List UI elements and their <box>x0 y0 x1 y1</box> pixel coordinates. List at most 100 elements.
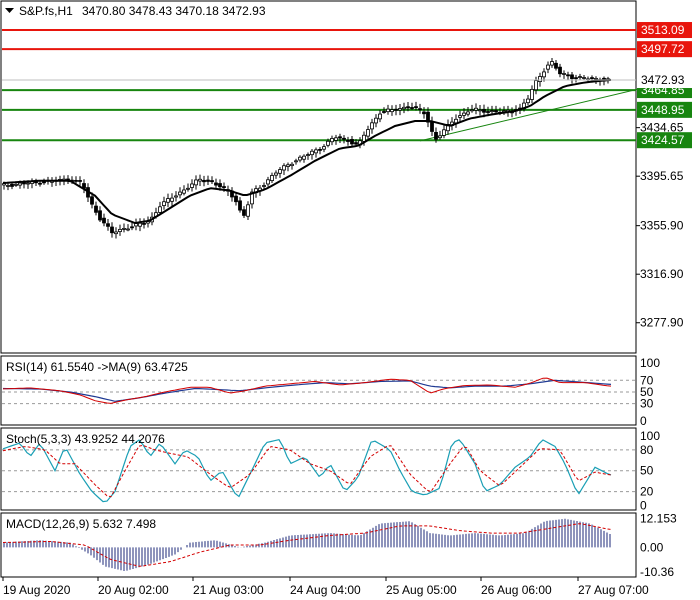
candle-body <box>382 111 386 113</box>
candle-body <box>558 66 562 75</box>
level-label-box <box>637 132 692 149</box>
candle-body <box>162 201 166 206</box>
candle-body <box>374 117 378 124</box>
candle-body <box>362 134 366 142</box>
x-tick-label: 25 Aug 05:00 <box>386 583 457 597</box>
rsi-tick-label: 100 <box>640 356 660 370</box>
candle-body <box>138 222 142 227</box>
y-axis-labels-layer: 3395.65 3355.90 3316.90 3277.90 3434.65 3472.… <box>636 72 692 579</box>
candle-body <box>354 142 358 145</box>
candle-body <box>250 191 254 205</box>
candle-body <box>422 111 426 115</box>
candle-body <box>270 175 274 181</box>
macd-tick-label: -10.36 <box>640 565 674 579</box>
candle-body <box>458 115 462 118</box>
rsi-ma-line <box>2 379 612 402</box>
rsi-line <box>2 377 612 404</box>
candle-body <box>122 228 126 230</box>
candle-body <box>526 98 530 104</box>
candle-body <box>266 179 270 185</box>
candle-body <box>110 226 114 234</box>
candle-body <box>234 195 238 203</box>
stoch-tick-label: 50 <box>640 464 654 478</box>
candle-body <box>246 204 250 217</box>
candle-body <box>94 205 98 213</box>
candle-body <box>482 109 486 113</box>
candle-body <box>42 181 46 184</box>
candle-body <box>178 191 182 196</box>
candle-body <box>406 106 410 109</box>
candle-body <box>214 182 218 186</box>
candle-body <box>418 108 422 111</box>
candle-body <box>130 226 134 229</box>
candle-body <box>370 122 374 130</box>
candle-body <box>274 172 278 176</box>
candle-body <box>322 146 326 150</box>
macd-signal-line <box>2 523 612 567</box>
stoch-panel-frame <box>0 427 637 511</box>
triangle-down-icon <box>5 8 14 13</box>
candle-body <box>554 62 558 69</box>
candle-body <box>14 183 18 186</box>
candle-body <box>398 108 402 111</box>
candle-body <box>326 140 330 146</box>
stoch-tick-label: 20 <box>640 485 654 499</box>
candle-body <box>570 74 574 80</box>
rsi-panel-frame <box>0 355 637 426</box>
candle-body <box>106 223 110 227</box>
x-tick-label: 26 Aug 06:00 <box>481 583 552 597</box>
candle-body <box>118 228 122 232</box>
candle-body <box>490 110 494 113</box>
x-tick-label: 21 Aug 03:00 <box>193 583 264 597</box>
candle-body <box>22 182 26 185</box>
x-tick-label: 27 Aug 07:00 <box>578 583 649 597</box>
candle-body <box>174 195 178 198</box>
candle-body <box>98 210 102 221</box>
candle-body <box>494 110 498 113</box>
candle-body <box>486 111 490 113</box>
candle-body <box>566 74 570 77</box>
candle-body <box>366 129 370 137</box>
candle-body <box>462 112 466 116</box>
rsi-layer <box>2 377 636 405</box>
candle-body <box>390 109 394 113</box>
candle-body <box>442 129 446 136</box>
candle-body <box>102 217 106 224</box>
candle-body <box>38 182 42 185</box>
candle-body <box>170 197 174 202</box>
candle-body <box>530 88 534 100</box>
level-label-box <box>637 22 692 39</box>
macd-layer <box>2 518 612 571</box>
moving-average-line <box>2 78 612 225</box>
x-tick-label: 20 Aug 02:00 <box>98 583 169 597</box>
candle-body <box>426 111 430 123</box>
candle-body <box>278 169 282 174</box>
candle-body <box>538 76 542 83</box>
candle-body <box>26 182 30 185</box>
candle-body <box>590 77 594 80</box>
candle-body <box>78 180 82 182</box>
candle-body <box>10 183 14 187</box>
candle-body <box>378 113 382 120</box>
candle-body <box>346 139 350 142</box>
candle-body <box>142 222 146 225</box>
candle-body <box>334 137 338 141</box>
level-label: 3424.57 <box>641 133 685 147</box>
candle-body <box>562 73 566 75</box>
candle-body <box>582 77 586 79</box>
candle-body <box>158 206 162 213</box>
candle-body <box>286 164 290 167</box>
candle-body <box>542 71 546 78</box>
rsi-tick-label: 30 <box>640 397 654 411</box>
x-tick-label: 24 Aug 04:00 <box>290 583 361 597</box>
price-tick-label: 3395.65 <box>640 169 684 183</box>
candle-body <box>394 108 398 111</box>
candle-body <box>338 136 342 139</box>
candle-body <box>282 165 286 171</box>
price-tick-label: 3434.65 <box>640 121 684 135</box>
x-axis-labels-layer: 19 Aug 2020 20 Aug 02:00 21 Aug 03:00 24 Au… <box>2 577 649 597</box>
stoch-header: Stoch(5,3,3) 43.9252 44.2076 <box>6 432 165 446</box>
candle-body <box>434 132 438 140</box>
candle-body <box>294 160 298 163</box>
rsi-tick-label: 50 <box>640 385 654 399</box>
